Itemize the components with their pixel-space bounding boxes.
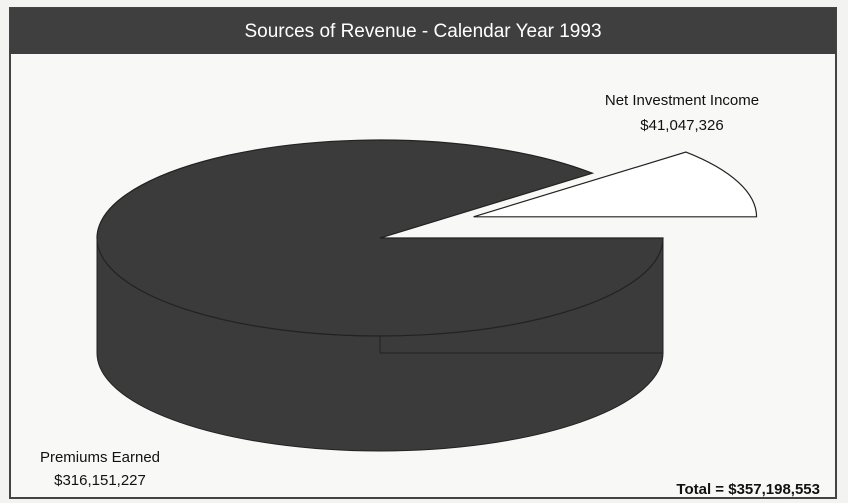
slice-label: Net Investment Income (605, 92, 759, 109)
slice (473, 151, 758, 218)
slice-value-label: $316,151,227 (54, 472, 146, 489)
chart-title: Sources of Revenue - Calendar Year 1993 (244, 21, 601, 42)
slice (96, 139, 664, 337)
total-annotation: Total = $357,198,553 (676, 481, 820, 498)
slice-label: Premiums Earned (40, 449, 160, 466)
slice-value-label: $41,047,326 (640, 117, 723, 134)
pie (96, 139, 758, 452)
title-bar (10, 8, 836, 54)
